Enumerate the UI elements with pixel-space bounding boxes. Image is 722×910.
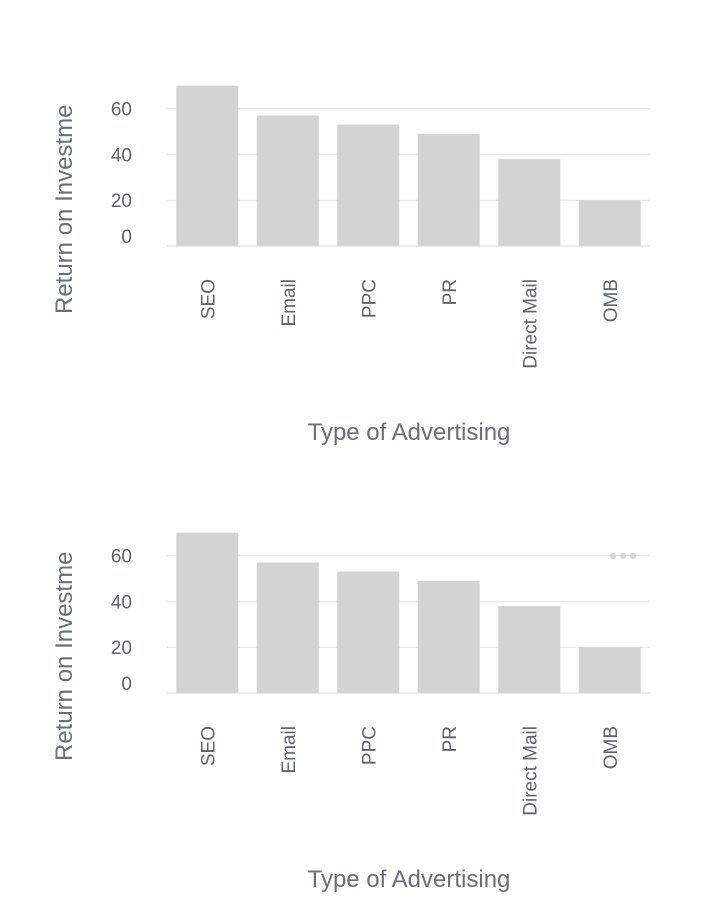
x-tick-label-seo: SEO [198, 279, 219, 319]
bar-ppc[interactable] [337, 124, 400, 246]
x-tick-label-pr: PR [440, 726, 461, 752]
x-tick-label-email: Email [279, 279, 300, 327]
x-tick-label-omb: OMB [601, 726, 622, 769]
bar-chart-top: 0 20 40 60 SEO Email PPC PR Direct Mail OMB Return… [51, 85, 650, 446]
y-tick-label-20: 20 [111, 638, 132, 659]
x-tick-label-ppc: PPC [359, 279, 380, 318]
x-tick-label-direct-mail: Direct Mail [520, 279, 541, 369]
x-axis-title: Type of Advertising [308, 419, 511, 446]
bar-email[interactable] [256, 115, 319, 246]
bar-ppc[interactable] [337, 571, 400, 693]
bar-email[interactable] [256, 562, 319, 693]
y-tick-label-0: 0 [121, 227, 132, 248]
y-axis-title: Return on Investme [51, 105, 78, 314]
x-tick-label-ppc: PPC [359, 726, 380, 765]
y-tick-label-0: 0 [121, 674, 132, 695]
x-axis-title: Type of Advertising [308, 866, 511, 893]
y-axis-title: Return on Investme [51, 552, 78, 761]
x-tick-label-direct-mail: Direct Mail [520, 726, 541, 816]
more-horizontal-icon[interactable] [609, 552, 637, 560]
bar-pr[interactable] [417, 133, 480, 246]
bar-omb[interactable] [578, 647, 641, 693]
x-tick-label-pr: PR [440, 279, 461, 305]
bar-pr[interactable] [417, 580, 480, 693]
x-tick-label-email: Email [279, 726, 300, 774]
x-tick-label-seo: SEO [198, 726, 219, 766]
bar-chart-bottom: 0 20 40 60 SEO Email PPC PR Direct Mail OMB Return… [51, 532, 650, 893]
y-tick-label-60: 60 [111, 100, 132, 121]
y-tick-label-40: 40 [111, 592, 132, 613]
bar-direct-mail[interactable] [498, 605, 561, 693]
bar-seo[interactable] [176, 532, 239, 693]
bar-omb[interactable] [578, 200, 641, 246]
y-tick-label-20: 20 [111, 191, 132, 212]
bar-seo[interactable] [176, 85, 239, 246]
y-tick-label-60: 60 [111, 547, 132, 568]
y-tick-label-40: 40 [111, 145, 132, 166]
x-tick-label-omb: OMB [601, 279, 622, 322]
bar-direct-mail[interactable] [498, 158, 561, 246]
